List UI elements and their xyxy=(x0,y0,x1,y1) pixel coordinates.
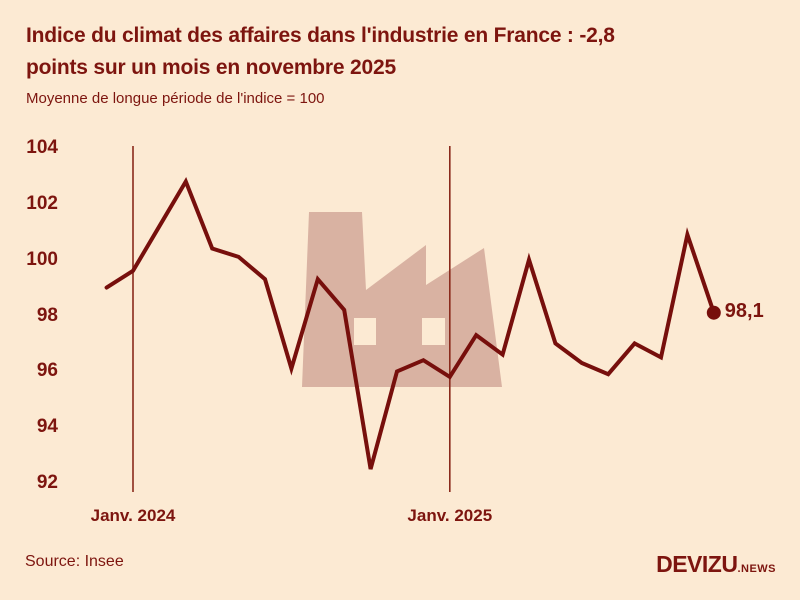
page-title-line2: points sur un mois en novembre 2025 xyxy=(26,56,396,79)
factory-window xyxy=(354,318,376,345)
last-point-dot xyxy=(706,305,721,320)
factory-watermark-icon xyxy=(302,212,502,387)
x-marker-lines xyxy=(132,146,451,492)
source-note: Source: Insee xyxy=(25,553,124,570)
climate-index-line xyxy=(104,176,716,470)
devizu-logo: DEVIZU .NEWS xyxy=(656,551,776,578)
y-tick-label: 100 xyxy=(26,248,58,270)
factory-window xyxy=(422,318,445,345)
page-subtitle: Moyenne de longue période de l'indice = … xyxy=(26,90,325,107)
factory-silhouette xyxy=(302,212,502,387)
devizu-logo-suffix: .NEWS xyxy=(737,563,776,575)
x-marker-label: Janv. 2024 xyxy=(90,506,176,525)
y-tick-label: 104 xyxy=(26,137,58,158)
devizu-logo-brand: DEVIZU xyxy=(656,551,738,577)
y-tick-label: 94 xyxy=(36,416,58,438)
last-value-label: 98,1 xyxy=(724,299,764,322)
y-tick-label: 96 xyxy=(36,360,58,382)
y-tick-label: 98 xyxy=(36,304,58,326)
y-tick-label: 92 xyxy=(36,472,58,494)
x-marker-label: Janv. 2025 xyxy=(407,506,493,525)
y-tick-label: 102 xyxy=(26,192,58,214)
page-title-line1: Indice du climat des affaires dans l'ind… xyxy=(26,24,615,47)
header: Indice du climat des affaires dans l'ind… xyxy=(26,20,615,107)
